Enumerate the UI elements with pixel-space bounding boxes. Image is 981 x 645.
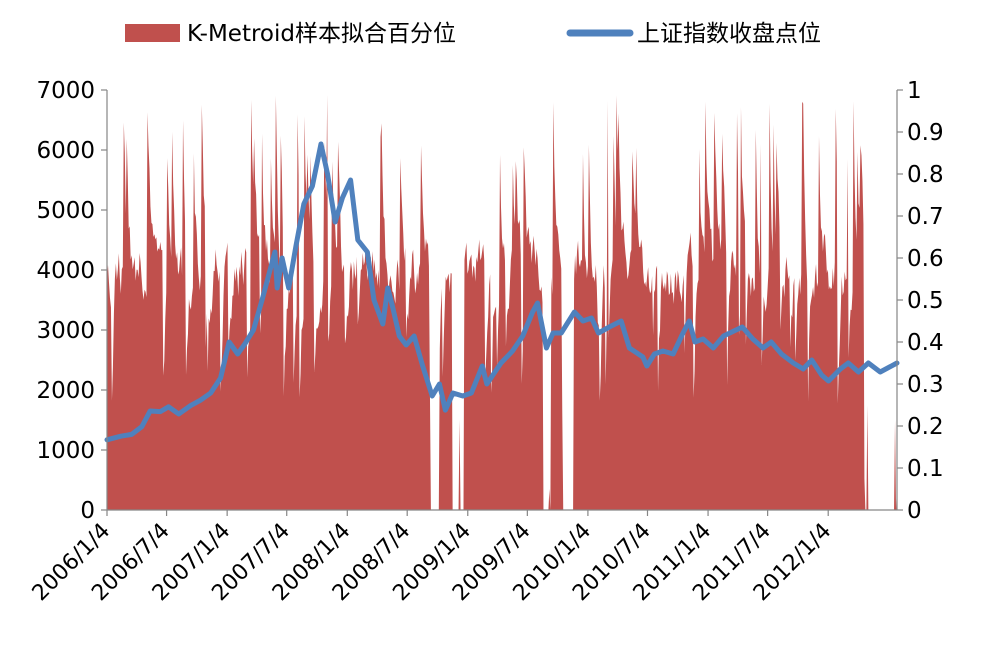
right-axis-tick-label: 0.8 [907,162,944,188]
index-line [104,141,900,443]
left-axis-tick-label: 6000 [36,138,95,164]
percentile-area-series [107,94,897,510]
right-axis-tick-label: 0.4 [907,330,944,356]
axes [101,89,903,516]
right-axis-tick-label: 0.5 [907,288,944,314]
left-axis-tick-label: 0 [80,498,95,524]
percentile-area [107,94,897,510]
right-axis-tick-label: 1 [907,78,922,104]
legend-label-line: 上证指数收盘点位 [637,21,821,47]
left-axis-tick-label: 2000 [36,378,95,404]
legend-label-area: K-Metroid样本拟合百分位 [187,21,456,47]
left-axis-tick-labels: 0 1000 2000 3000 4000 5000 6000 7000 [36,78,95,524]
index-line-series [104,141,900,443]
right-axis-tick-label: 0.6 [907,246,944,272]
legend-swatch-area [125,24,180,42]
left-axis-tick-label: 1000 [36,438,95,464]
left-axis-tick-label: 4000 [36,258,95,284]
x-axis-tick-labels: 2006/1/42006/7/42007/1/42007/7/42008/1/4… [28,519,837,607]
right-axis-tick-label: 0.7 [907,204,944,230]
right-axis-tick-labels: 0 0.1 0.2 0.3 0.4 0.5 0.6 0.7 0.8 0.9 1 [907,78,944,524]
right-axis-tick-label: 0 [907,498,922,524]
right-axis-tick-label: 0.3 [907,372,944,398]
right-axis-tick-label: 0.9 [907,120,944,146]
right-axis-tick-label: 0.2 [907,414,944,440]
left-axis-tick-label: 5000 [36,198,95,224]
legend: K-Metroid样本拟合百分位 上证指数收盘点位 [125,21,821,47]
left-axis-tick-label: 7000 [36,78,95,104]
right-axis-tick-label: 0.1 [907,456,944,482]
left-axis-tick-label: 3000 [36,318,95,344]
